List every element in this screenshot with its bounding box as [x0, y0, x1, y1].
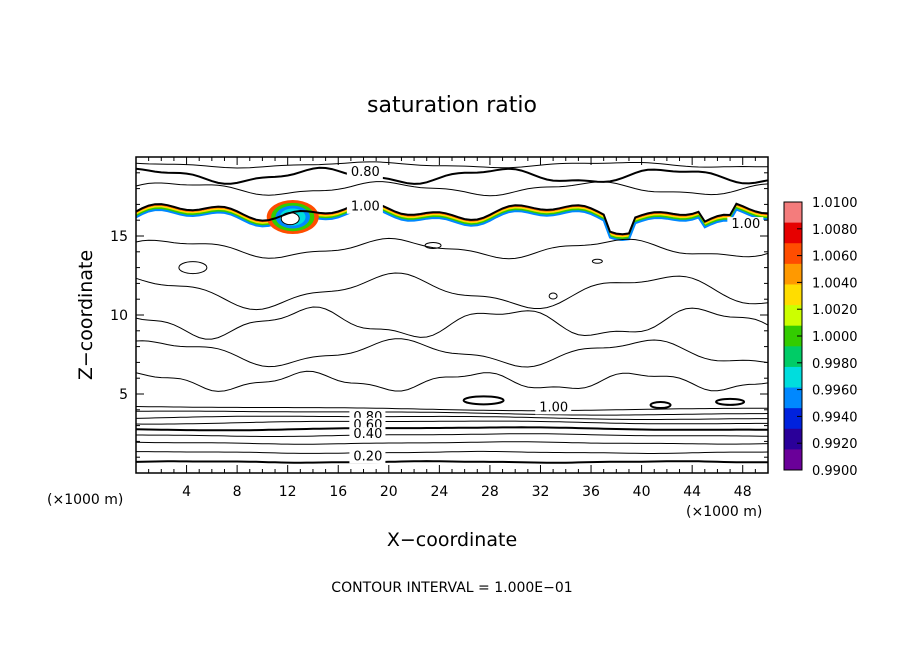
- contour-line-mid: [135, 338, 769, 368]
- colorbar-label: 1.0060: [812, 250, 858, 265]
- y-axis-unit: (×1000 m): [47, 492, 123, 508]
- contour-label-bg: [346, 199, 383, 214]
- supersaturation-band: [135, 205, 769, 240]
- colorbar-swatch: [784, 366, 802, 389]
- chart-title: saturation ratio: [367, 93, 537, 118]
- colorbar: 1.0100 1.0080 1.0060 1.0040 1.0020 1.0000 0.99…: [783, 196, 858, 479]
- x-axis-ticks: 4 8 12 16 20 24 28 32 36 40 44 48: [148, 157, 756, 500]
- colorbar-swatch: [784, 325, 802, 347]
- contour-line-mid: [135, 370, 769, 392]
- x-axis-unit: (×1000 m): [686, 504, 762, 520]
- contour-label-bg: [349, 449, 386, 464]
- contour-label: 0.20: [353, 449, 382, 464]
- plot-area: 0.801.001.001.000.800.600.400.20: [135, 156, 769, 474]
- y-axis-ticks: 5 10 15: [110, 172, 768, 458]
- y-tick-label: 15: [110, 229, 128, 245]
- contour-line-lower: [135, 406, 768, 412]
- x-tick-label: 4: [182, 484, 191, 500]
- y-axis-title: Z−coordinate: [75, 250, 97, 380]
- x-tick-label: 48: [734, 484, 752, 500]
- colorbar-label: 0.9920: [812, 437, 858, 452]
- x-tick-label: 16: [329, 484, 347, 500]
- x-tick-label: 40: [633, 484, 651, 500]
- contour-line-lower: [136, 450, 769, 454]
- colorbar-label: 0.9980: [812, 357, 858, 372]
- contour-line-lower: [135, 460, 768, 464]
- contour-cell: [424, 241, 442, 249]
- colorbar-label: 1.0020: [812, 303, 858, 318]
- colorbar-swatch: [784, 284, 802, 306]
- contour-line-lower: [135, 441, 769, 445]
- contour-labels: 0.801.001.001.000.800.600.400.20: [346, 164, 764, 464]
- contour-line-lower: [135, 415, 768, 420]
- contour-cell: [715, 397, 746, 406]
- colorbar-label: 1.0080: [812, 223, 858, 238]
- x-tick-label: 32: [532, 484, 550, 500]
- contour-label-bg: [535, 400, 572, 415]
- y-tick-label: 5: [119, 387, 128, 403]
- contour-line-lower: [136, 433, 768, 437]
- x-tick-label: 28: [481, 484, 499, 500]
- contour-line-mid: [135, 272, 769, 311]
- contour-interval-note: CONTOUR INTERVAL = 1.000E−01: [331, 580, 572, 596]
- contour-lines: [135, 161, 769, 464]
- x-tick-label: 20: [380, 484, 398, 500]
- supersaturation-band: [135, 203, 769, 238]
- contour-label: 1.00: [351, 200, 380, 215]
- contour-line-upper: [135, 181, 769, 197]
- x-tick-label: 36: [582, 484, 600, 500]
- colorbar-label: 0.9960: [812, 384, 858, 399]
- x-tick-label: 24: [430, 484, 448, 500]
- colorbar-label: 1.0040: [812, 276, 858, 291]
- colorbar-label: 1.0000: [812, 330, 858, 345]
- contour-label: 1.00: [539, 400, 568, 415]
- contour-cell: [591, 258, 603, 264]
- colorbar-swatch: [784, 305, 802, 327]
- colorbar-swatch: [784, 243, 802, 265]
- contour-line-lower: [135, 420, 768, 425]
- y-tick-label: 10: [110, 308, 128, 324]
- colorbar-swatch: [784, 202, 802, 224]
- contour-line-upper: [135, 166, 769, 185]
- contour-line-mid: [135, 306, 769, 340]
- contour-label-bg: [727, 217, 764, 232]
- contour-line-upper: [135, 161, 768, 169]
- x-axis-title: X−coordinate: [387, 529, 517, 551]
- colorbar-swatch: [784, 408, 802, 430]
- colorbar-label: 0.9940: [812, 410, 858, 425]
- contour-label-bg: [349, 427, 386, 442]
- contour-line-mid: [135, 237, 769, 260]
- colorbar-swatch: [784, 449, 802, 471]
- colorbar-swatch: [784, 346, 802, 368]
- supersaturation-band: [135, 206, 769, 242]
- contour-label: 0.80: [351, 165, 380, 180]
- colorbar-swatch: [784, 222, 802, 244]
- contour-cell: [649, 401, 672, 410]
- contour-line-lower: [135, 426, 768, 432]
- x-tick-label: 12: [279, 484, 297, 500]
- colorbar-swatch: [784, 263, 802, 285]
- contour-cell: [462, 395, 505, 406]
- supersaturation-fills: [135, 200, 769, 242]
- contour-line-1-00: [135, 201, 769, 236]
- x-tick-label: 44: [683, 484, 701, 500]
- colorbar-swatch: [784, 428, 802, 450]
- contour-label: 0.40: [353, 427, 382, 442]
- colorbar-label: 0.9900: [812, 464, 858, 479]
- colorbar-swatch: [784, 387, 802, 409]
- colorbar-label: 1.0100: [812, 196, 858, 211]
- contour-cell: [548, 292, 558, 300]
- contour-cell: [178, 261, 208, 275]
- contour-label: 1.00: [731, 217, 760, 232]
- contour-label-bg: [346, 164, 383, 179]
- x-tick-label: 8: [233, 484, 242, 500]
- contour-line-lower: [135, 410, 769, 416]
